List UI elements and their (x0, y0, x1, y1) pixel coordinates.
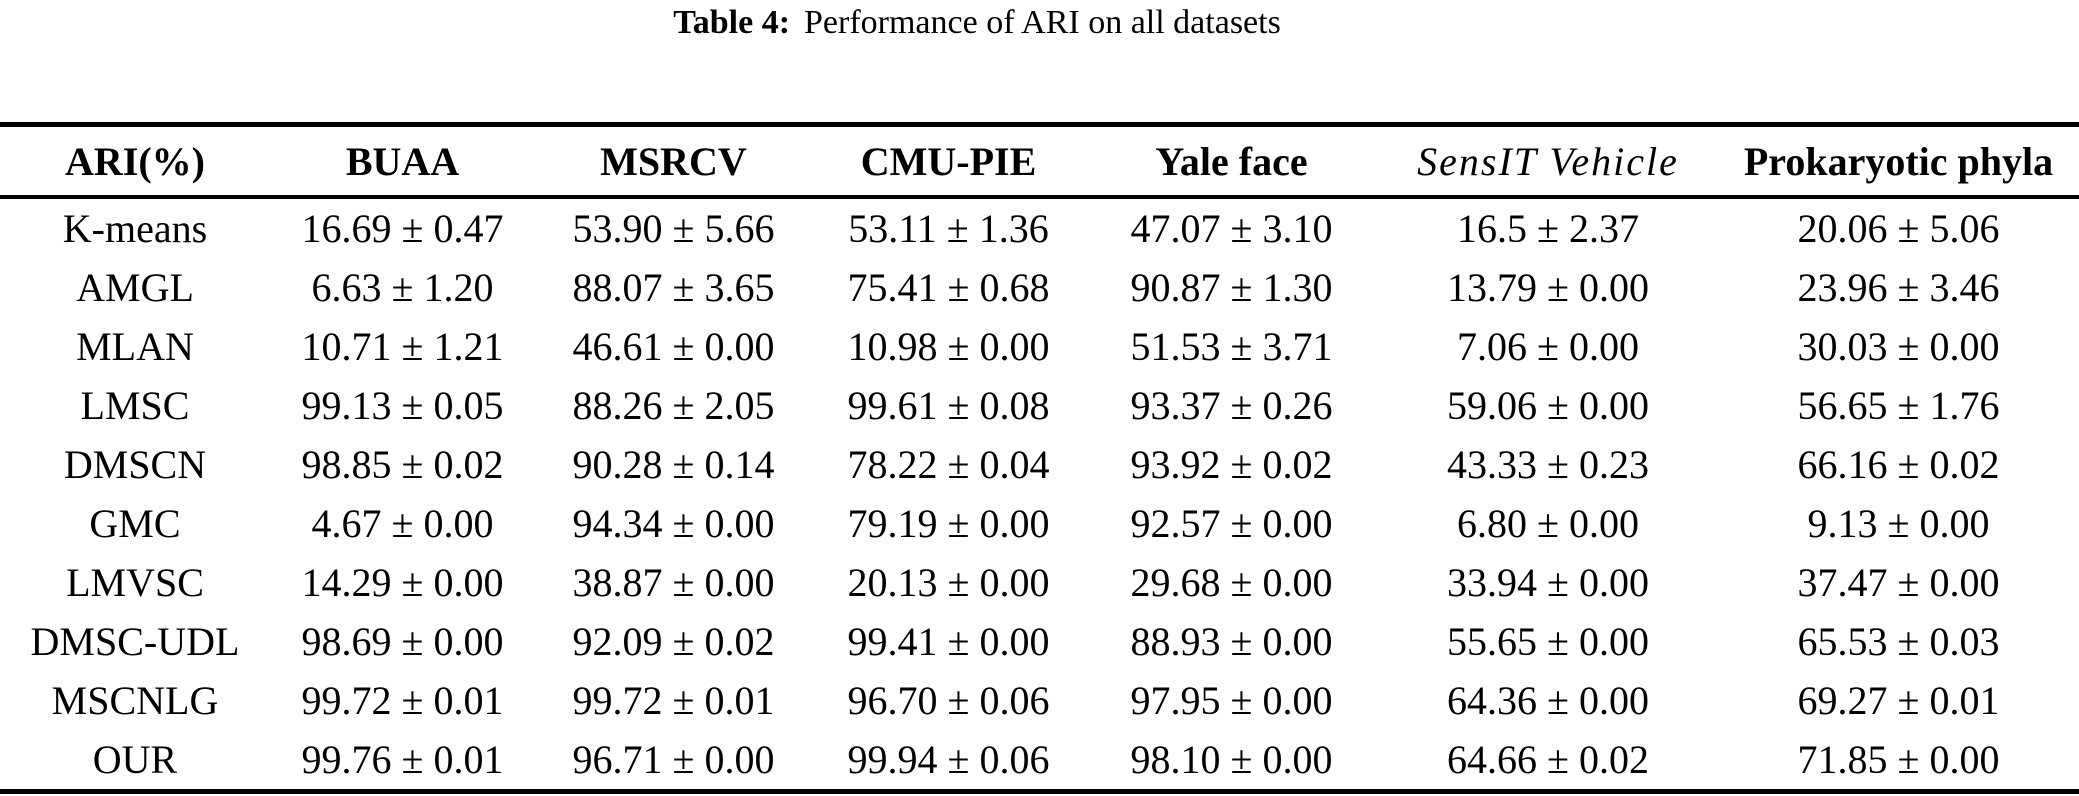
value-cell: 94.34 ± 0.00 (572, 501, 775, 546)
value-cell: 20.06 ± 5.06 (1797, 206, 2000, 251)
value-cell: 51.53 ± 3.71 (1130, 324, 1333, 369)
method-label: K-means (62, 206, 208, 251)
value-cell: 93.92 ± 0.02 (1130, 442, 1333, 487)
ari-results-table: ARI(%) BUAA MSRCV CMU-PIE Yale face SensIT Ve… (0, 122, 2079, 794)
value-cell: 78.22 ± 0.04 (847, 442, 1050, 487)
value-cell: 9.13 ± 0.00 (1807, 501, 1990, 546)
value-cell: 4.67 ± 0.00 (311, 501, 494, 546)
value-cell: 99.72 ± 0.01 (301, 678, 504, 723)
value-cell: 37.47 ± 0.00 (1797, 560, 2000, 605)
value-cell: 10.71 ± 1.21 (301, 324, 504, 369)
value-cell: 38.87 ± 0.00 (572, 560, 775, 605)
column-header-0: ARI(%) (65, 138, 205, 184)
method-label: MLAN (76, 324, 194, 369)
value-cell: 43.33 ± 0.23 (1447, 442, 1649, 487)
value-cell: 90.87 ± 1.30 (1130, 265, 1333, 310)
value-cell: 92.57 ± 0.00 (1130, 501, 1333, 546)
value-cell: 96.71 ± 0.00 (572, 737, 775, 782)
value-cell: 46.61 ± 0.00 (572, 324, 775, 369)
value-cell: 59.06 ± 0.00 (1447, 383, 1649, 428)
column-header-6: Prokaryotic phyla (1743, 138, 2054, 184)
value-cell: 93.37 ± 0.26 (1130, 383, 1333, 428)
table-row: DMSC-UDL 98.69 ± 0.00 92.09 ± 0.02 99.41 ± … (0, 612, 2079, 671)
value-cell: 10.98 ± 0.00 (847, 324, 1050, 369)
value-cell: 64.66 ± 0.02 (1447, 737, 1649, 782)
value-cell: 99.41 ± 0.00 (847, 619, 1050, 664)
value-cell: 16.5 ± 2.37 (1457, 206, 1639, 251)
value-cell: 7.06 ± 0.00 (1457, 324, 1639, 369)
value-cell: 90.28 ± 0.14 (572, 442, 775, 487)
value-cell: 29.68 ± 0.00 (1130, 560, 1333, 605)
value-cell: 6.80 ± 0.00 (1457, 501, 1639, 546)
table-caption: Table 4: Performance of ARI on all datase… (0, 0, 1954, 46)
value-cell: 79.19 ± 0.00 (847, 501, 1050, 546)
value-cell: 53.90 ± 5.66 (572, 206, 775, 251)
value-cell: 53.11 ± 1.36 (848, 206, 1049, 251)
header-row: ARI(%) BUAA MSRCV CMU-PIE Yale face SensIT Ve… (0, 125, 2079, 197)
value-cell: 69.27 ± 0.01 (1797, 678, 2000, 723)
value-cell: 56.65 ± 1.76 (1797, 383, 2000, 428)
column-header-2: MSRCV (600, 138, 747, 184)
table-row: GMC 4.67 ± 0.00 94.34 ± 0.00 79.19 ± 0.00 92… (0, 494, 2079, 553)
method-label: MSCNLG (51, 678, 219, 723)
value-cell: 14.29 ± 0.00 (301, 560, 504, 605)
table-row: OUR 99.76 ± 0.01 96.71 ± 0.00 99.94 ± 0.06 9… (0, 730, 2079, 792)
value-cell: 23.96 ± 3.46 (1797, 265, 2000, 310)
value-cell: 66.16 ± 0.02 (1797, 442, 2000, 487)
method-label: DMSCN (63, 442, 207, 487)
value-cell: 98.10 ± 0.00 (1130, 737, 1333, 782)
method-label: AMGL (76, 265, 194, 310)
method-label: LMVSC (66, 560, 204, 605)
value-cell: 99.94 ± 0.06 (847, 737, 1050, 782)
column-header-5: SensIT Vehicle (1417, 138, 1679, 184)
value-cell: 33.94 ± 0.00 (1447, 560, 1649, 605)
table-row: MLAN 10.71 ± 1.21 46.61 ± 0.00 10.98 ± 0.00… (0, 317, 2079, 376)
value-cell: 99.61 ± 0.08 (847, 383, 1050, 428)
value-cell: 20.13 ± 0.00 (847, 560, 1050, 605)
method-label: OUR (92, 737, 178, 782)
value-cell: 99.72 ± 0.01 (572, 678, 775, 723)
value-cell: 99.13 ± 0.05 (301, 383, 504, 428)
table-row: K-means 16.69 ± 0.47 53.90 ± 5.66 53.11 ± 1… (0, 197, 2079, 258)
column-header-4: Yale face (1155, 138, 1308, 184)
value-cell: 16.69 ± 0.47 (301, 206, 504, 251)
table-row: AMGL 6.63 ± 1.20 88.07 ± 3.65 75.41 ± 0.68 9… (0, 258, 2079, 317)
table-row: DMSCN 98.85 ± 0.02 90.28 ± 0.14 78.22 ± 0.0… (0, 435, 2079, 494)
value-cell: 65.53 ± 0.03 (1797, 619, 2000, 664)
value-cell: 98.85 ± 0.02 (301, 442, 504, 487)
method-label: DMSC-UDL (30, 619, 240, 664)
table-caption-number: Table 4: (673, 4, 791, 41)
value-cell: 30.03 ± 0.00 (1797, 324, 2000, 369)
value-cell: 92.09 ± 0.02 (572, 619, 775, 664)
value-cell: 6.63 ± 1.20 (311, 265, 494, 310)
value-cell: 96.70 ± 0.06 (847, 678, 1050, 723)
value-cell: 71.85 ± 0.00 (1797, 737, 2000, 782)
table-body: K-means 16.69 ± 0.47 53.90 ± 5.66 53.11 ± 1… (0, 197, 2079, 792)
value-cell: 55.65 ± 0.00 (1447, 619, 1649, 664)
value-cell: 47.07 ± 3.10 (1130, 206, 1333, 251)
value-cell: 88.07 ± 3.65 (572, 265, 775, 310)
table-row: MSCNLG 99.72 ± 0.01 99.72 ± 0.01 96.70 ± 0.… (0, 671, 2079, 730)
column-header-3: CMU-PIE (860, 138, 1037, 184)
value-cell: 64.36 ± 0.00 (1447, 678, 1649, 723)
table-row: LMVSC 14.29 ± 0.00 38.87 ± 0.00 20.13 ± 0.0… (0, 553, 2079, 612)
value-cell: 88.93 ± 0.00 (1130, 619, 1333, 664)
value-cell: 99.76 ± 0.01 (301, 737, 504, 782)
value-cell: 88.26 ± 2.05 (572, 383, 775, 428)
method-label: GMC (89, 501, 181, 546)
value-cell: 97.95 ± 0.00 (1130, 678, 1333, 723)
value-cell: 13.79 ± 0.00 (1447, 265, 1649, 310)
method-label: LMSC (80, 383, 190, 428)
value-cell: 98.69 ± 0.00 (301, 619, 504, 664)
column-header-1: BUAA (345, 138, 460, 184)
value-cell: 75.41 ± 0.68 (847, 265, 1050, 310)
table-row: LMSC 99.13 ± 0.05 88.26 ± 2.05 99.61 ± 0.08… (0, 376, 2079, 435)
table-caption-text: Performance of ARI on all datasets (804, 4, 1281, 41)
